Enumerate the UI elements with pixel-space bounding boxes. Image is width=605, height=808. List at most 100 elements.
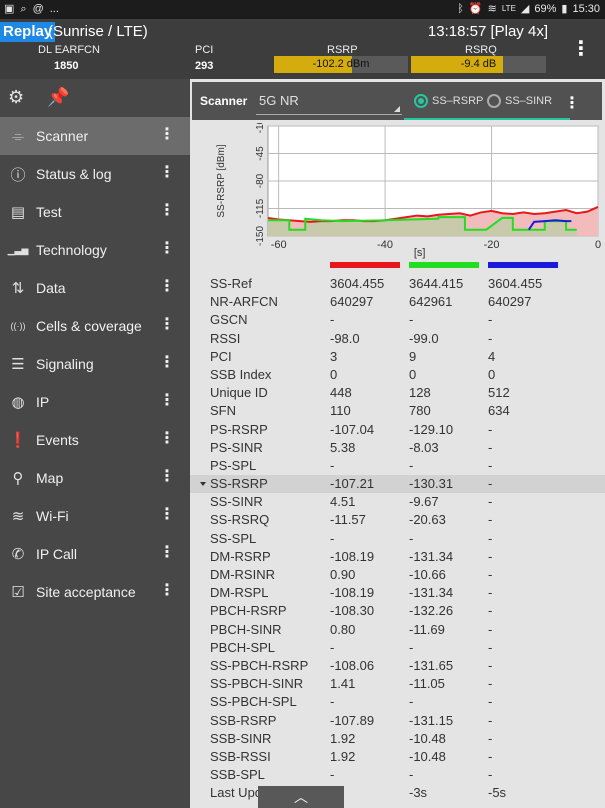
sidebar-item-signaling[interactable]: ☰ Signaling ⋮ — [0, 345, 190, 383]
table-row[interactable]: GSCN - - - — [190, 311, 605, 329]
sidebar-toolbar: ⚙ 📌 — [0, 79, 190, 117]
row-label: Unique ID — [210, 385, 268, 401]
item-menu-icon[interactable]: ⋮ — [159, 202, 175, 219]
scanner-overflow-icon[interactable]: ⋮ — [564, 95, 580, 112]
battery-percent: 69% — [534, 3, 557, 15]
cell-value: 4 — [488, 348, 496, 364]
replay-badge[interactable]: Replay — [0, 22, 56, 42]
cell-value: -11.69 — [409, 621, 445, 637]
table-row[interactable]: PCI 3 9 4 — [190, 348, 605, 366]
cell-value: -20.63 — [409, 512, 446, 528]
sidebar-item-ip-call[interactable]: ✆ IP Call ⋮ — [0, 535, 190, 573]
checkbox-icon: ☑ — [11, 584, 25, 601]
table-row[interactable]: DM-RSPL -108.19 -131.34 - — [190, 584, 605, 602]
sidebar-item-scanner[interactable]: ⌯ Scanner ⋮ — [0, 117, 190, 155]
cell-value: 0 — [488, 366, 496, 382]
cell-value: - — [409, 694, 414, 710]
map-pin-icon: ⚲ — [12, 470, 24, 487]
sidebar-item-cells-coverage[interactable]: ((·)) Cells & coverage ⋮ — [0, 307, 190, 345]
cell-value: -108.30 — [330, 603, 375, 619]
item-menu-icon[interactable]: ⋮ — [159, 582, 175, 599]
cell-value: - — [488, 767, 493, 783]
item-menu-icon[interactable]: ⋮ — [159, 316, 175, 333]
sidebar-item-status-log[interactable]: ⓘ Status & log ⋮ — [0, 155, 190, 193]
sidebar-item-data[interactable]: ⇅ Data ⋮ — [0, 269, 190, 307]
settings-gear-icon[interactable]: ⚙ — [8, 87, 25, 107]
cell-value: - — [488, 330, 493, 346]
table-row[interactable]: SS-PBCH-SPL - - - — [190, 693, 605, 711]
table-row[interactable]: PBCH-RSRP -108.30 -132.26 - — [190, 602, 605, 620]
globe-icon: ◍ — [11, 394, 25, 411]
table-row[interactable]: DM-RSRP -108.19 -131.34 - — [190, 548, 605, 566]
table-row[interactable]: SS-RSRP -107.21 -130.31 - — [190, 475, 605, 494]
item-menu-icon[interactable]: ⋮ — [159, 164, 175, 181]
cell-value: - — [488, 512, 493, 528]
table-row[interactable]: DM-RSINR 0.90 -10.66 - — [190, 566, 605, 584]
table-row[interactable]: SS-RSRQ -11.57 -20.63 - — [190, 511, 605, 529]
rsrq-label: RSRQ — [465, 44, 497, 56]
technology-dropdown[interactable]: 5G NR — [256, 89, 402, 115]
table-row[interactable]: PS-SPL - - - — [190, 457, 605, 475]
cell-value: -11.05 — [409, 676, 445, 692]
table-row[interactable]: SSB-SINR 1.92 -10.48 - — [190, 730, 605, 748]
overflow-menu-icon[interactable]: ⋮ — [571, 38, 591, 60]
scanner-panel: Scanner 5G NR SS–RSRP SS–SINR ⋮ -10 -45 -8… — [190, 79, 605, 808]
sidebar-item-label: Cells & coverage — [36, 318, 142, 334]
table-row[interactable]: PS-SINR 5.38 -8.03 - — [190, 439, 605, 457]
cell-value: 1.92 — [330, 748, 356, 764]
cell-value: 1.41 — [330, 676, 356, 692]
cell-value: 0.90 — [330, 567, 356, 582]
cell-value: - — [488, 603, 493, 619]
at-icon: @ — [32, 3, 44, 15]
cell-value: 642961 — [409, 294, 453, 310]
table-row[interactable]: SSB-RSSI 1.92 -10.48 - — [190, 748, 605, 766]
table-row[interactable]: SS-Ref 3604.455 3644.415 3604.455 — [190, 275, 605, 293]
sidebar-item-map[interactable]: ⚲ Map ⋮ — [0, 459, 190, 497]
table-row[interactable]: SS-PBCH-SINR 1.41 -11.05 - — [190, 675, 605, 693]
table-row[interactable]: SS-SINR 4.51 -9.67 - — [190, 493, 605, 511]
item-menu-icon[interactable]: ⋮ — [159, 468, 175, 485]
table-row[interactable]: PS-RSRP -107.04 -129.10 - — [190, 421, 605, 439]
row-label: SS-PBCH-RSRP — [210, 657, 309, 673]
item-menu-icon[interactable]: ⋮ — [159, 430, 175, 447]
item-menu-icon[interactable]: ⋮ — [159, 544, 175, 561]
table-row[interactable]: SS-SPL - - - — [190, 530, 605, 548]
item-menu-icon[interactable]: ⋮ — [159, 392, 175, 409]
item-menu-icon[interactable]: ⋮ — [159, 240, 175, 257]
cell-value: -130.31 — [409, 476, 454, 492]
table-row[interactable]: SSB-RSRP -107.89 -131.15 - — [190, 712, 605, 730]
sidebar-item-technology[interactable]: ▁▃▅ Technology ⋮ — [0, 231, 190, 269]
pin-icon[interactable]: 📌 — [47, 87, 70, 107]
table-row[interactable]: SSB-SPL - - - — [190, 766, 605, 784]
row-label: PBCH-SINR — [210, 621, 282, 637]
sidebar-item-wi-fi[interactable]: ≋ Wi-Fi ⋮ — [0, 497, 190, 535]
table-row[interactable]: SSB Index 0 0 0 — [190, 366, 605, 384]
table-row[interactable]: Last Update0s-3s-5s — [190, 784, 605, 802]
cell-value: - — [409, 639, 414, 655]
table-row[interactable]: Unique ID 448 128 512 — [190, 384, 605, 402]
table-row[interactable]: RSSI -98.0 -99.0 - — [190, 330, 605, 348]
table-row[interactable]: NR-ARFCN 640297 642961 640297 — [190, 293, 605, 311]
table-row[interactable]: PBCH-SINR 0.80 -11.69 - — [190, 621, 605, 639]
cell-value: - — [488, 421, 493, 437]
table-row[interactable]: SFN 110 780 634 — [190, 402, 605, 420]
item-menu-icon[interactable]: ⋮ — [159, 354, 175, 371]
test-icon: ▤ — [10, 204, 26, 221]
item-menu-icon[interactable]: ⋮ — [159, 278, 175, 295]
cell-value: -10.66 — [409, 567, 446, 582]
table-row[interactable]: SS-PBCH-RSRP -108.06 -131.65 - — [190, 657, 605, 675]
sidebar-item-events[interactable]: ❗ Events ⋮ — [0, 421, 190, 459]
radio-ss-rsrp[interactable]: SS–RSRP — [414, 94, 483, 108]
item-menu-icon[interactable]: ⋮ — [159, 506, 175, 523]
radio-ss-sinr[interactable]: SS–SINR — [487, 94, 552, 108]
sidebar-item-site-acceptance[interactable]: ☑ Site acceptance ⋮ — [0, 573, 190, 611]
table-row[interactable]: PBCH-SPL - - - — [190, 639, 605, 657]
sidebar-item-ip[interactable]: ◍ IP ⋮ — [0, 383, 190, 421]
collapse-chevron-icon[interactable]: ︿ — [258, 786, 344, 808]
sidebar-item-test[interactable]: ▤ Test ⋮ — [0, 193, 190, 231]
cell-value: - — [488, 585, 493, 601]
rsrp-bar-fill — [274, 56, 352, 73]
row-label: RSSI — [210, 330, 241, 346]
row-label: PBCH-RSRP — [210, 603, 287, 619]
item-menu-icon[interactable]: ⋮ — [159, 126, 175, 143]
